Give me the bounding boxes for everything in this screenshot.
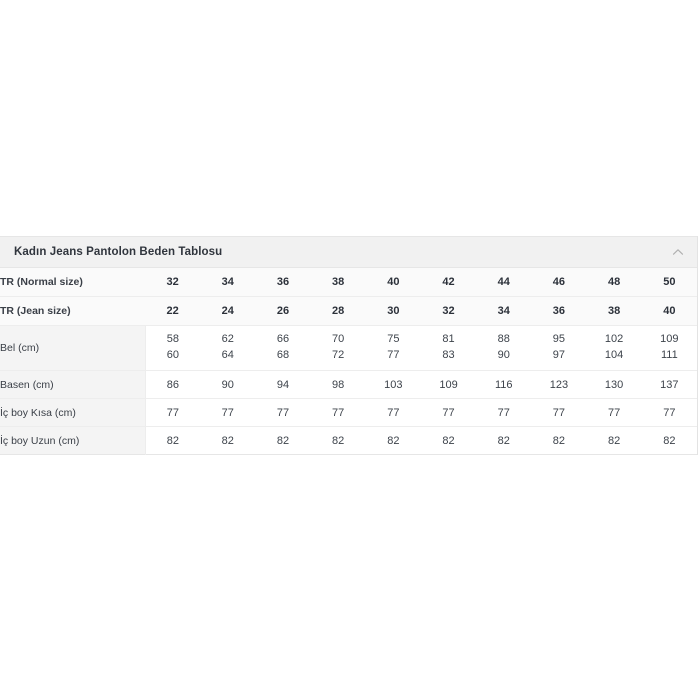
table-cell: 81 83 [420,325,477,371]
table-cell: 109 [420,370,477,399]
table-cell: 90 [200,370,256,399]
value-max: 111 [660,349,678,361]
chevron-up-icon[interactable] [671,245,685,259]
table-cell: 86 [145,370,201,399]
table-cell: 82 [476,426,532,455]
row-label: TR (Jean size) [0,305,71,317]
table-cell: 58 60 [145,325,201,371]
row-label: İç boy Uzun (cm) [0,426,146,455]
table-cell: 36 [552,305,566,317]
table-cell: 82 [310,426,366,455]
value-min: 109 [660,333,679,346]
table-cell: 77 [476,398,532,427]
table-row: Basen (cm) 86 90 94 98 103 109 116 123 1… [0,370,697,399]
table-cell: 28 [332,305,345,317]
table-row: TR (Jean size) 22 24 26 28 30 32 34 36 3… [0,296,697,326]
table-cell: 22 [166,305,179,317]
table-cell: 77 [586,398,642,427]
table-cell: 48 [607,276,621,288]
table-cell: 88 90 [476,325,532,371]
value-min: 81 [442,333,455,346]
table-cell: 77 [365,398,421,427]
table-cell: 103 [365,370,421,399]
table-row: TR (Normal size) 32 34 36 38 40 42 44 46… [0,268,697,297]
table-cell: 123 [531,370,587,399]
value-min: 75 [387,333,400,346]
table-cell: 82 [255,426,311,455]
table-cell: 82 [145,426,201,455]
row-label: TR (Normal size) [0,276,83,288]
table-cell: 34 [497,305,510,317]
table-cell: 24 [221,305,234,317]
table-cell: 38 [332,276,345,288]
value-min: 66 [276,333,290,346]
table-cell: 46 [552,276,566,288]
table-cell: 40 [663,305,676,317]
table-cell: 77 [310,398,366,427]
value-min: 95 [552,333,566,346]
table-cell: 94 [255,370,311,399]
table-cell: 26 [276,305,290,317]
table-cell: 50 [663,276,676,288]
value-max: 68 [276,349,290,361]
table-cell: 77 [255,398,311,427]
table-cell: 82 [641,426,697,455]
table-cell: 77 [145,398,201,427]
table-cell: 130 [586,370,642,399]
value-min: 102 [604,333,624,346]
row-label: Basen (cm) [0,370,146,399]
table-row: İç boy Kısa (cm) 77 77 77 77 77 77 77 77… [0,398,697,427]
table-cell: 77 [531,398,587,427]
table-cell: 32 [166,276,179,288]
table-cell: 36 [276,276,290,288]
value-max: 60 [166,349,179,361]
value-max: 97 [552,349,566,361]
value-min: 62 [221,333,234,346]
table-cell: 95 97 [531,325,587,371]
table-cell: 44 [497,276,510,288]
value-max: 90 [497,349,510,361]
table-row: Bel (cm) 58 60 62 64 [0,325,697,371]
table-cell: 82 [531,426,587,455]
table-cell: 82 [420,426,477,455]
table-row: İç boy Uzun (cm) 82 82 82 82 82 82 82 82… [0,426,697,455]
value-max: 72 [332,349,345,361]
table-cell: 77 [641,398,697,427]
row-label: Bel (cm) [0,325,146,371]
value-min: 88 [497,333,510,346]
value-min: 70 [332,333,345,346]
table-cell: 116 [476,370,532,399]
table-cell: 40 [387,276,400,288]
page-title: Kadın Jeans Pantolon Beden Tablosu [14,246,223,258]
table-cell: 82 [586,426,642,455]
table-cell: 102 104 [586,325,642,371]
table-cell: 82 [365,426,421,455]
table-cell: 98 [310,370,366,399]
size-chart-panel-header[interactable]: Kadın Jeans Pantolon Beden Tablosu [0,236,697,268]
size-chart-table: TR (Normal size) 32 34 36 38 40 42 44 46… [0,268,697,455]
value-max: 104 [604,349,624,361]
table-cell: 109 111 [641,325,697,371]
table-cell: 77 [420,398,477,427]
table-cell: 70 72 [310,325,366,371]
table-cell: 75 77 [365,325,421,371]
table-cell: 62 64 [200,325,256,371]
table-cell: 66 68 [255,325,311,371]
value-max: 83 [442,349,455,361]
table-cell: 42 [442,276,455,288]
table-cell: 38 [607,305,621,317]
table-cell: 137 [641,370,697,399]
table-cell: 34 [221,276,234,288]
value-max: 64 [221,349,234,361]
table-cell: 30 [387,305,400,317]
table-cell: 77 [200,398,256,427]
row-label: İç boy Kısa (cm) [0,398,146,427]
size-chart-panel: Kadın Jeans Pantolon Beden Tablosu TR (N… [0,236,698,455]
table-cell: 82 [200,426,256,455]
value-max: 77 [387,349,400,361]
value-min: 58 [166,333,179,346]
table-cell: 32 [442,305,455,317]
